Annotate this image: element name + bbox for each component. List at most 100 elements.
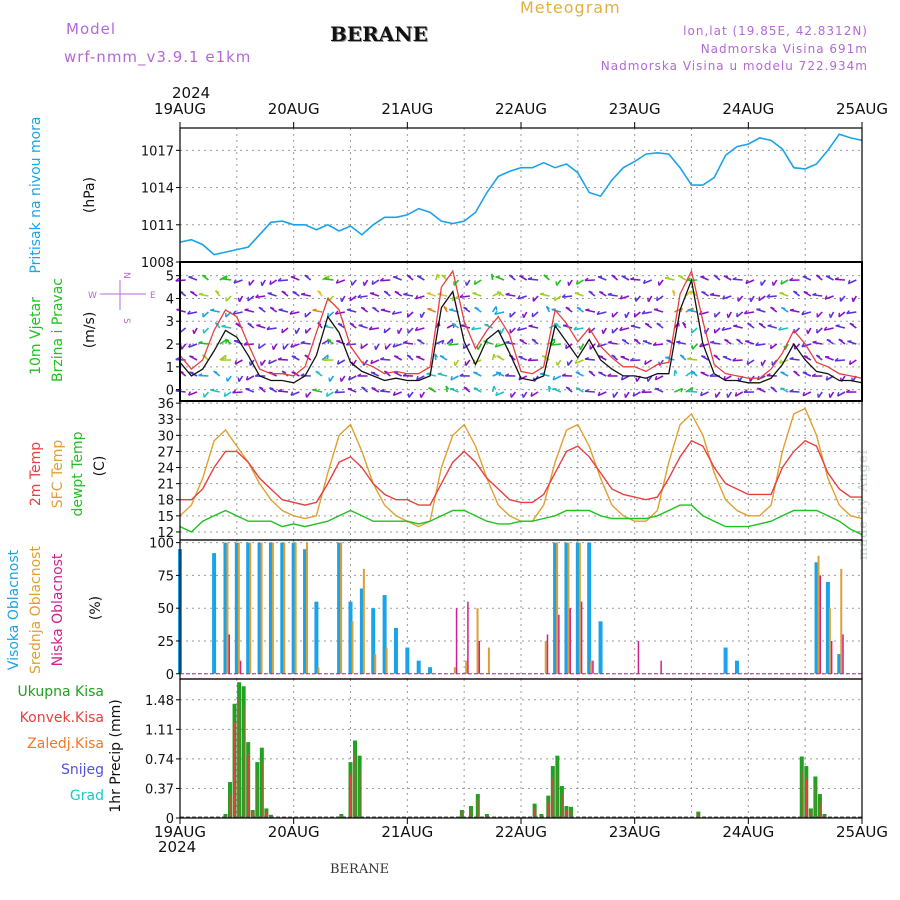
wind-arrow (471, 327, 482, 331)
y-tick-label: 1 (166, 361, 174, 376)
cloud-high-bar (268, 542, 273, 674)
y-tick-label: 21 (157, 478, 174, 493)
wind-arrow-head (312, 308, 317, 311)
cloud-low-label: Niska Oblacnost (50, 553, 66, 666)
cloud-high-bar (234, 542, 239, 674)
wind-arrow (723, 375, 732, 381)
cloud-mid-bar (271, 542, 274, 674)
wind-arrow (261, 279, 266, 287)
wind-arrow (494, 343, 505, 348)
wind-arrow-head (380, 308, 386, 311)
wind-arrow (530, 391, 539, 397)
wind-arrow-head (641, 310, 646, 315)
wind-arrow (266, 327, 277, 331)
wind-arrow (505, 341, 516, 345)
sfc-temp-label: SFC Temp (50, 440, 66, 509)
y-tick-label: 36 (157, 397, 174, 412)
wind-arrow-head (258, 306, 263, 310)
wind-arrow (737, 295, 744, 302)
wind-arrow-head (187, 310, 191, 315)
wind-arrow-head (530, 392, 533, 397)
wind-arrow (380, 279, 391, 282)
wind-arrow-head (396, 329, 400, 334)
wind-arrow-head (300, 292, 306, 295)
wind-arrow-head (392, 343, 396, 348)
wind-arrow-head (210, 308, 215, 311)
y-tick-label: 50 (157, 602, 174, 617)
wind-arrow-head (434, 353, 439, 358)
wind-arrow (336, 279, 346, 284)
wind-arrow-head (780, 371, 785, 374)
wind-arrow-head (463, 306, 468, 310)
wind-arrow (362, 359, 369, 366)
wind-arrow (278, 390, 289, 393)
wind-arrow (380, 390, 391, 393)
wind-arrow-head (291, 355, 296, 358)
wind-arrow-head (243, 341, 248, 346)
wind-arrow-head (379, 277, 384, 282)
wind-arrow-head (441, 274, 446, 278)
wind-arrow-head (825, 376, 829, 381)
wind-arrow-head (504, 373, 510, 377)
wind-arrow-head (543, 274, 548, 278)
wind-arrow-head (733, 324, 738, 327)
chart-marks (175, 133, 863, 818)
wind-arrow-head (380, 357, 385, 360)
wind-arrow (346, 343, 357, 346)
wind-arrow (226, 375, 232, 382)
wind-arrow (757, 375, 766, 381)
wind-arrow-head (599, 290, 604, 294)
wind-arrow (500, 327, 505, 335)
wind-arrow (238, 375, 244, 383)
wind-arrow (674, 387, 683, 393)
elevation: Nadmorska Visina 691m (700, 42, 868, 56)
wind-arrow-head (724, 338, 729, 342)
wind-arrow (304, 311, 312, 318)
wind-arrow (630, 359, 641, 362)
precip-conv-bar (238, 698, 240, 818)
wind-arrow-head (801, 310, 805, 315)
wind-arrow (568, 279, 573, 287)
wind-arrow (491, 305, 497, 313)
wind-arrow (459, 295, 470, 299)
wind-arrow-head (175, 277, 180, 282)
wind-arrow (721, 327, 732, 331)
wind-arrow-head (770, 306, 775, 310)
wind-arrow-head (237, 297, 241, 302)
wind-arrow-head (585, 308, 590, 311)
wind-arrow-head (812, 340, 817, 343)
precip-conv-bar (819, 802, 821, 818)
wind-arrow-head (493, 353, 497, 359)
wind-arrow (198, 342, 209, 345)
wind-arrow-head (766, 293, 771, 298)
cloud-mid-bar (556, 542, 559, 674)
wind-arrow (408, 391, 414, 398)
wind-arrow-head (574, 359, 578, 364)
wind-arrow-head (232, 389, 237, 394)
wind-arrow-head (803, 291, 808, 294)
precip-conv-bar (247, 754, 249, 818)
wind-arrow-head (527, 276, 533, 280)
wind-arrow-head (654, 375, 658, 381)
wind-arrow-head (770, 386, 775, 390)
wind-arrow-head (234, 360, 237, 365)
wind-arrow-head (189, 371, 194, 374)
wind-arrow-head (370, 359, 374, 364)
wind-arrow (289, 311, 300, 315)
wind-arrow-head (441, 340, 445, 345)
wind-arrow-head (210, 388, 215, 391)
wind-arrow-head (374, 345, 377, 350)
wind-arrow-head (459, 294, 464, 298)
wind-arrow-head (474, 306, 479, 310)
wind-arrow (255, 295, 266, 299)
wind-arrow (383, 327, 391, 334)
wind-arrow-head (257, 344, 261, 349)
wind-arrow (772, 279, 778, 287)
wind-arrow-head (471, 326, 475, 331)
wind-arrow (531, 311, 539, 318)
wind-arrow-head (453, 361, 456, 366)
y-tick-label: 15 (157, 510, 174, 525)
wind-arrow-head (348, 375, 351, 381)
pressure-line (179, 133, 863, 256)
cloud-high-bar (416, 660, 421, 674)
